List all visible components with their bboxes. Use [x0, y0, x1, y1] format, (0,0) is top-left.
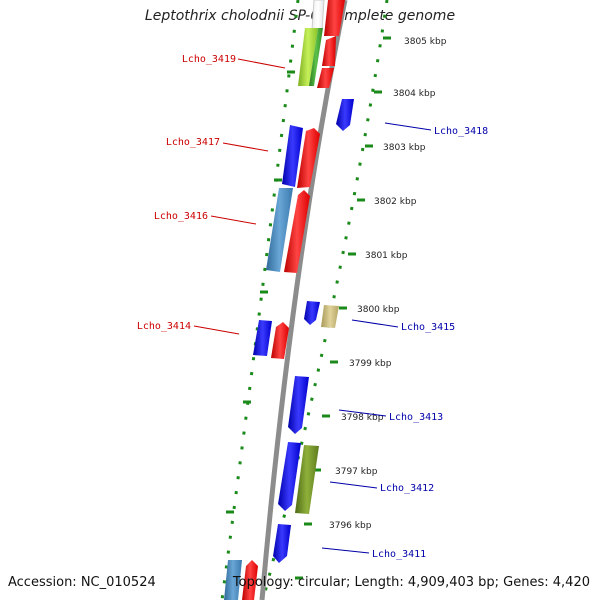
gene-label-lcho-3414: Lcho_3414 [137, 321, 191, 332]
gene-blue-3411 [273, 524, 291, 563]
tick-label: 3803 kbp [383, 143, 426, 153]
gene-label-lcho-3416: Lcho_3416 [154, 211, 208, 222]
gene-label-lcho-3419: Lcho_3419 [182, 54, 236, 65]
tick-label: 3802 kbp [374, 197, 417, 207]
gene-olive-3412 [295, 445, 319, 514]
gene-red [317, 68, 334, 88]
gene-fade [311, 0, 325, 31]
gene-blue-3418 [336, 99, 354, 131]
gene-red-3414 [271, 322, 289, 359]
gene-label-lcho-3412: Lcho_3412 [380, 483, 434, 494]
tick-label: 3798 kbp [341, 413, 384, 423]
accession-text: Accession: NC_010524 [8, 575, 156, 590]
gene-lime [298, 28, 318, 86]
inner-dotted-ring [220, 0, 300, 600]
gene-blue-3414 [253, 320, 272, 356]
gene-steel-bottom [224, 560, 242, 600]
right-gene-labels: Lcho_3418 Lcho_3415 Lcho_3413 Lcho_3412 … [321, 122, 488, 560]
gene-blue-3417 [282, 125, 303, 187]
map-title: Leptothrix cholodnii SP-6, complete geno… [144, 8, 456, 24]
gene-green [309, 28, 323, 86]
outer-dotted-ring [261, 0, 389, 600]
tick-label: 3796 kbp [329, 521, 372, 531]
gene-label-lcho-3415: Lcho_3415 [401, 322, 455, 333]
left-gene-labels: Lcho_3419 Lcho_3417 Lcho_3416 Lcho_3414 [137, 54, 286, 335]
gene-blue-3413 [288, 376, 309, 434]
tick-label: 3805 kbp [404, 37, 447, 47]
gene-steel-3416 [266, 188, 293, 272]
tick-label: 3800 kbp [357, 305, 400, 315]
gene-red [322, 36, 336, 66]
tick-label: 3801 kbp [365, 251, 408, 261]
gene-red-3417 [297, 128, 320, 188]
genome-summary-text: Topology: circular; Length: 4,909,403 bp… [232, 575, 590, 590]
tick-label: 3797 kbp [335, 467, 378, 477]
tick-label: 3799 kbp [349, 359, 392, 369]
inner-tick-marks [226, 70, 295, 514]
gene-label-lcho-3418: Lcho_3418 [434, 126, 488, 137]
tick-label: 3804 kbp [393, 89, 436, 99]
gene-red-3416 [284, 190, 310, 273]
inner-genes [224, 0, 345, 600]
scale-labels: 3805 kbp 3804 kbp 3803 kbp 3802 kbp 3801… [329, 37, 447, 531]
outer-genes [273, 99, 354, 563]
gene-label-lcho-3417: Lcho_3417 [166, 137, 220, 148]
gene-khaki-3415 [321, 305, 339, 328]
gene-label-lcho-3411: Lcho_3411 [372, 549, 426, 560]
gene-red [324, 0, 345, 36]
gene-label-lcho-3413: Lcho_3413 [389, 412, 443, 423]
gene-red-bottom [242, 560, 258, 600]
gene-blue-3412 [278, 442, 301, 511]
gene-blue-3415 [304, 301, 320, 325]
